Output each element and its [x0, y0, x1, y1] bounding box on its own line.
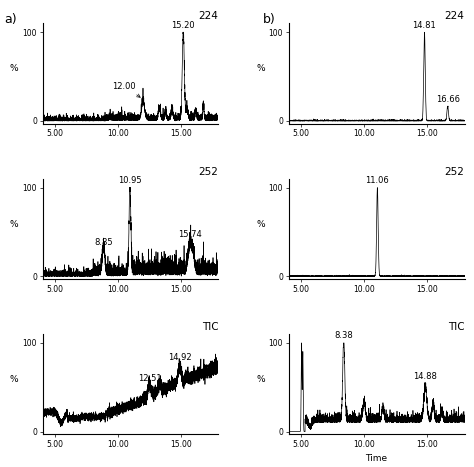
Text: 14.88: 14.88 — [413, 372, 438, 382]
Text: 12.00: 12.00 — [112, 82, 140, 97]
Text: TIC: TIC — [448, 322, 465, 332]
Text: 15.20: 15.20 — [172, 21, 195, 29]
Text: a): a) — [4, 14, 17, 26]
Y-axis label: %: % — [256, 375, 264, 384]
X-axis label: Time: Time — [365, 454, 388, 463]
Text: b): b) — [263, 14, 275, 26]
Text: 252: 252 — [445, 167, 465, 177]
Text: 14.81: 14.81 — [412, 21, 437, 29]
Y-axis label: %: % — [256, 220, 264, 229]
Text: 10.95: 10.95 — [118, 176, 142, 185]
Text: 15.74: 15.74 — [178, 230, 202, 239]
Text: 14.92: 14.92 — [168, 353, 191, 362]
Text: 252: 252 — [199, 167, 219, 177]
Text: 8.85: 8.85 — [94, 238, 113, 247]
Text: 16.66: 16.66 — [436, 95, 460, 104]
Text: 12.51: 12.51 — [137, 375, 161, 383]
Y-axis label: %: % — [10, 220, 18, 229]
Text: 8.38: 8.38 — [334, 331, 353, 340]
Text: 11.06: 11.06 — [365, 176, 389, 185]
Text: 224: 224 — [199, 11, 219, 21]
Y-axis label: %: % — [256, 64, 264, 73]
Text: 224: 224 — [445, 11, 465, 21]
Y-axis label: %: % — [10, 375, 18, 384]
Y-axis label: %: % — [10, 64, 18, 73]
Text: TIC: TIC — [202, 322, 219, 332]
